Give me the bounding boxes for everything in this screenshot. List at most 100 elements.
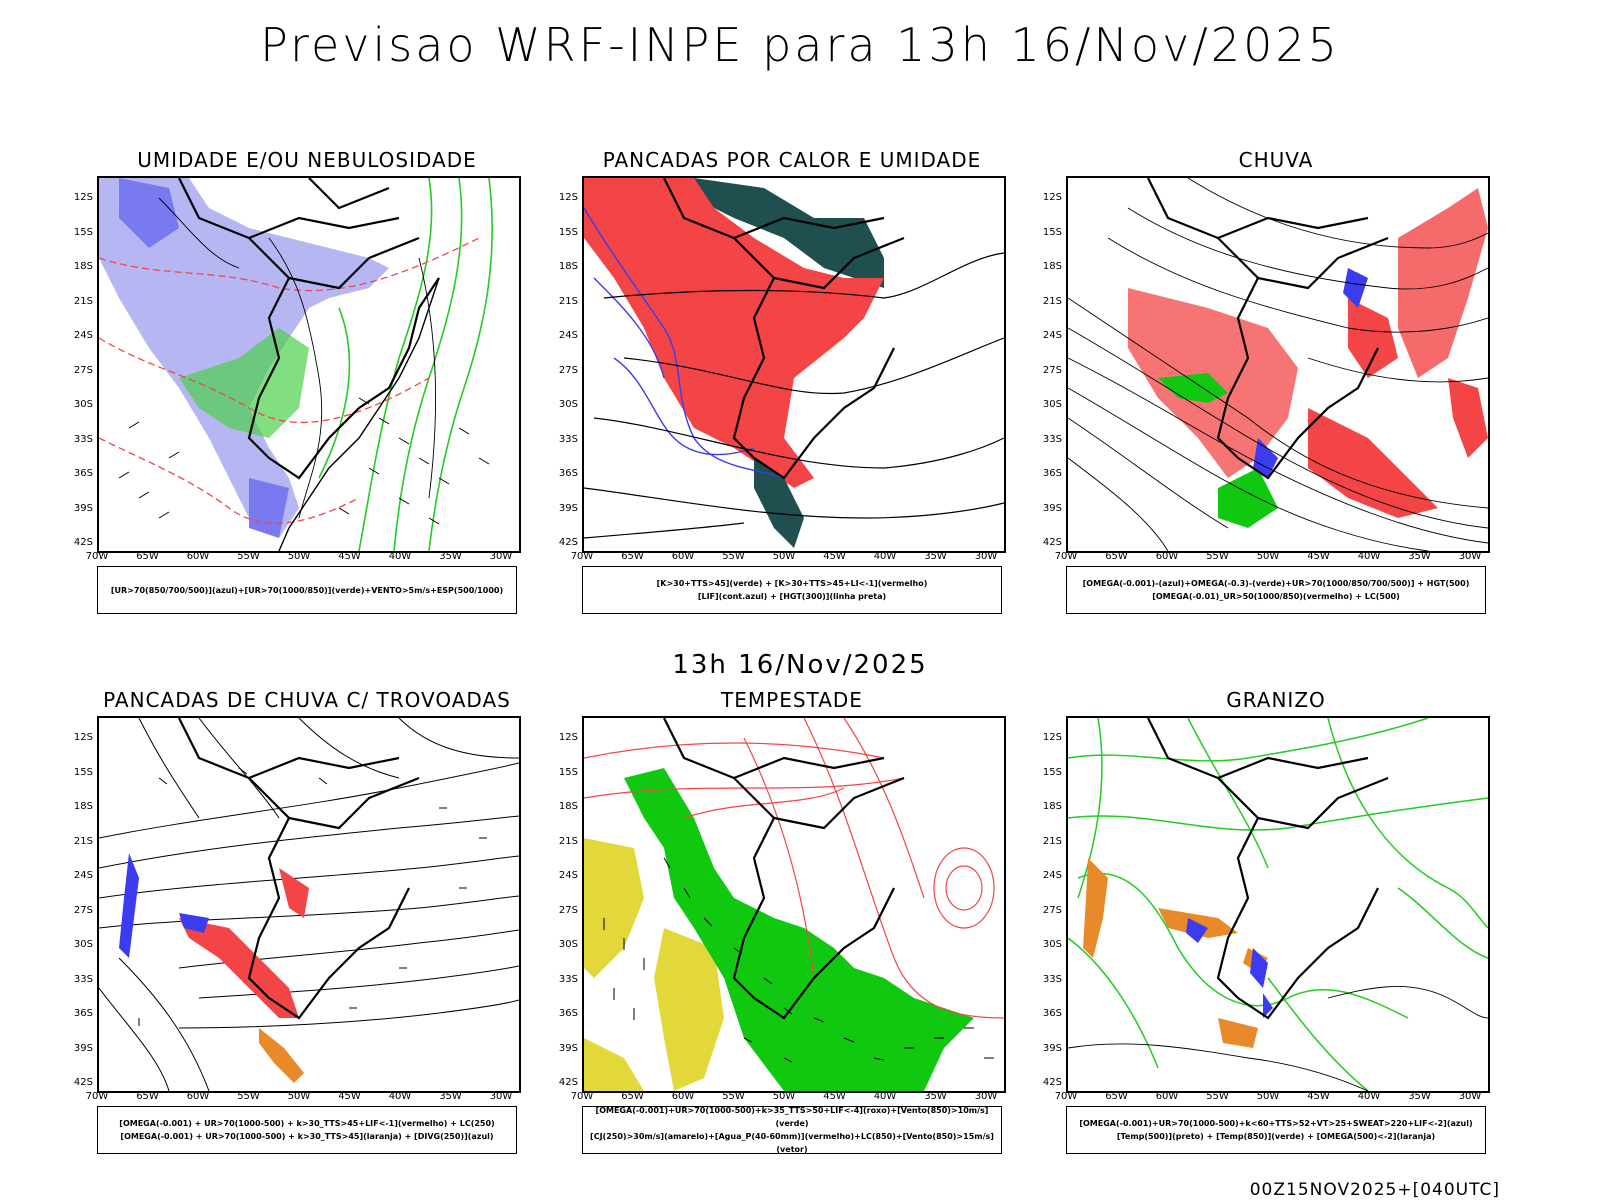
lat-tick-label: 42S (558, 1077, 578, 1088)
lat-tick-label: 21S (73, 295, 93, 307)
lat-tick-label: 12S (558, 732, 578, 743)
thunderstorm-red-area (179, 868, 309, 1018)
rain-red-area (1128, 188, 1488, 518)
lat-tick-label: 12S (1042, 732, 1062, 743)
streamlines (99, 718, 519, 1091)
lon-tick-label: 30W (1458, 551, 1482, 562)
map-frame[interactable] (1066, 716, 1490, 1093)
pressure-contours (158, 197, 436, 519)
legend-line: [OMEGA(-0.001)-(azul)+OMEGA(-0.3)-(verde… (1082, 579, 1470, 588)
lon-tick-label: 55W (722, 1091, 745, 1102)
lat-tick-label: 15S (73, 226, 93, 238)
country-borders (1147, 718, 1389, 1020)
lon-tick-label: 70W (570, 551, 594, 562)
legend-line: [OMEGA(-0.001) + UR>70(1000-500) + k>30_… (120, 1132, 494, 1141)
lat-tick-label: 12S (1042, 192, 1062, 203)
level-lines-red (584, 718, 1004, 1019)
streamlines (1068, 178, 1488, 551)
lon-tick-label: 70W (1054, 1091, 1078, 1102)
wind850-green-area (624, 768, 974, 1091)
map-frame[interactable] (1066, 176, 1490, 553)
lat-tick-label: 24S (73, 330, 93, 341)
panel-pancadas-calor: PANCADAS POR CALOR E UMIDADE (542, 148, 1022, 633)
panel-title: UMIDADE E/OU NEBULOSIDADE (137, 148, 477, 172)
lon-tick-label: 65W (1105, 1091, 1128, 1102)
thickness-green-contours (318, 178, 493, 551)
lat-tick-label: 36S (73, 468, 93, 479)
lat-tick-label: 21S (1042, 835, 1062, 847)
lat-tick-label: 39S (558, 502, 578, 514)
lon-tick-label: 50W (287, 551, 311, 562)
lon-tick-label: 40W (388, 551, 412, 562)
lon-tick-label: 65W (136, 551, 159, 562)
lat-tick-label: 24S (1042, 330, 1062, 341)
lon-tick-label: 40W (1357, 551, 1381, 562)
lat-tick-label: 39S (558, 1042, 578, 1054)
lat-tick-label: 42S (558, 537, 578, 548)
lat-tick-label: 18S (558, 261, 578, 272)
lon-tick-label: 50W (1256, 551, 1280, 562)
run-footer: 00Z15NOV2025+[040UTC] (1249, 1180, 1500, 1200)
country-borders (663, 178, 905, 480)
lon-tick-label: 55W (237, 551, 260, 562)
lon-tick-label: 40W (873, 551, 897, 562)
panel-title: PANCADAS DE CHUVA C/ TROVOADAS (103, 688, 511, 712)
main-title: Previsao WRF-INPE para 13h 16/Nov/2025 (260, 18, 1340, 72)
lon-tick-label: 45W (823, 551, 846, 562)
lon-tick-label: 70W (570, 1091, 594, 1102)
lat-tick-label: 21S (558, 295, 578, 307)
lon-tick-label: 70W (85, 551, 109, 562)
wind-vectors (118, 397, 490, 525)
map-frame[interactable] (97, 716, 521, 1093)
lon-tick-label: 45W (338, 1091, 361, 1102)
lat-tick-label: 30S (558, 939, 578, 950)
lat-tick-label: 30S (558, 399, 578, 410)
lat-tick-label: 33S (73, 973, 93, 985)
lat-tick-label: 30S (1042, 399, 1062, 410)
divergence-blue-area (119, 853, 209, 958)
map-frame[interactable] (582, 716, 1006, 1093)
lon-tick-label: 70W (85, 1091, 109, 1102)
lon-tick-label: 50W (1256, 1091, 1280, 1102)
lon-tick-label: 60W (186, 551, 210, 562)
map-frame[interactable] (582, 176, 1006, 553)
country-borders (663, 718, 905, 1020)
lon-tick-label: 60W (671, 1091, 695, 1102)
lat-tick-label: 27S (73, 904, 93, 916)
panel-trovoadas: PANCADAS DE CHUVA C/ TROVOADAS (57, 688, 537, 1173)
lat-tick-label: 27S (1042, 364, 1062, 376)
panel-title: PANCADAS POR CALOR E UMIDADE (602, 148, 982, 172)
lat-tick-label: 21S (558, 835, 578, 847)
lon-tick-label: 40W (1357, 1091, 1381, 1102)
country-borders (178, 718, 420, 1020)
map-tempestade (584, 718, 1004, 1091)
panel-title: CHUVA (1238, 148, 1314, 172)
thunderstorm-orange-area (259, 1028, 304, 1083)
lon-tick-label: 65W (136, 1091, 159, 1102)
legend-line: [K>30+TTS>45](verde) + [K>30+TTS>45+LI<-… (656, 579, 928, 588)
lon-tick-label: 45W (1307, 1091, 1330, 1102)
lon-tick-label: 65W (1105, 551, 1128, 562)
lon-tick-label: 35W (1408, 1091, 1431, 1102)
legend-line: [LIF](cont.azul) + [HGT(300)](linha pret… (697, 592, 887, 601)
map-pancadas-calor (584, 178, 1004, 548)
lon-tick-label: 50W (772, 551, 796, 562)
temp850-green-contours (1068, 718, 1488, 1091)
lat-tick-label: 36S (558, 1008, 578, 1019)
lat-tick-label: 42S (1042, 1077, 1062, 1088)
lon-tick-label: 50W (772, 1091, 796, 1102)
lat-tick-label: 39S (1042, 502, 1062, 514)
lat-tick-label: 42S (73, 537, 93, 548)
lat-tick-label: 12S (73, 732, 93, 743)
lat-tick-label: 36S (1042, 468, 1062, 479)
lon-tick-label: 65W (621, 551, 644, 562)
lat-tick-label: 27S (1042, 904, 1062, 916)
omega500-orange-area (1083, 858, 1268, 1048)
map-frame[interactable] (97, 176, 521, 553)
omega-green-area (1158, 373, 1278, 528)
omega-blue-area (1253, 268, 1368, 478)
lat-tick-label: 30S (73, 399, 93, 410)
map-granizo (1068, 718, 1488, 1091)
humidity-blue-core (119, 178, 289, 538)
lat-tick-label: 24S (558, 330, 578, 341)
